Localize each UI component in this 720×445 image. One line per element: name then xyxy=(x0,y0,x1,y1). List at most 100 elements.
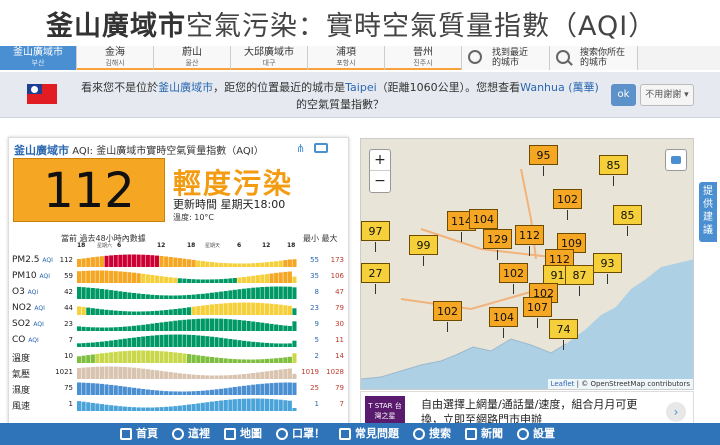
city-tab-3[interactable]: 大邱廣域市 대구 xyxy=(231,46,308,70)
map-station-marker[interactable]: 107 xyxy=(523,297,552,328)
aqi-map[interactable]: + − 95 85 102 97 114 104 85 99 129 112 109 112 93 102… xyxy=(360,138,694,390)
city-tab-4[interactable]: 浦項 포항시 xyxy=(308,46,385,70)
row-min: 23 xyxy=(310,304,319,312)
time-tick: 6 xyxy=(237,242,242,249)
nav-item-4[interactable]: 常見問題 xyxy=(335,423,409,445)
nav-item-6[interactable]: 新聞 xyxy=(461,423,513,445)
row-max: 106 xyxy=(330,272,344,280)
city-tab-5[interactable]: 晉州 진주시 xyxy=(385,46,462,70)
map-station-marker[interactable]: 74 xyxy=(549,319,578,350)
row-min: 1019 xyxy=(301,368,319,376)
sparkline[interactable] xyxy=(77,333,297,347)
time-tick: 6 xyxy=(117,242,122,249)
row-label: NO2 AQI xyxy=(12,303,45,313)
notice-nearest-link[interactable]: Taipei xyxy=(345,81,377,94)
row-max: 7 xyxy=(339,400,344,408)
row-current: 10 xyxy=(64,352,73,360)
row-min: 5 xyxy=(314,336,319,344)
nav-item-0[interactable]: 首頁 xyxy=(116,423,168,445)
search-city-button[interactable]: 搜索你所在 的城市 xyxy=(550,46,638,70)
row-max: 79 xyxy=(335,304,344,312)
map-station-marker[interactable]: 102 xyxy=(433,301,462,332)
row-current: 7 xyxy=(68,336,73,344)
fullscreen-icon[interactable] xyxy=(665,149,687,171)
map-station-marker[interactable]: 114 xyxy=(447,211,476,242)
nav-item-5[interactable]: 搜索 xyxy=(409,423,461,445)
map-station-marker[interactable]: 27 xyxy=(361,263,390,294)
map-station-marker[interactable]: 109 xyxy=(557,233,586,264)
nav-label: 這裡 xyxy=(188,427,210,440)
city-tab-1[interactable]: 金海 김해시 xyxy=(77,46,154,70)
leaflet-link[interactable]: Leaflet xyxy=(550,380,575,388)
row-label: SO2 AQI xyxy=(12,319,44,329)
ad-text: 自由選擇上網量/通話量/速度，組合月月可更換，立即至網路門市申辦 xyxy=(421,398,638,426)
card-city[interactable]: 釜山廣域市 xyxy=(14,144,69,157)
row-current: 1021 xyxy=(55,368,73,376)
map-station-marker[interactable]: 129 xyxy=(483,229,512,260)
nav-icon xyxy=(172,428,184,440)
row-max: 30 xyxy=(335,320,344,328)
row-min: 1 xyxy=(314,400,319,408)
sparkline[interactable] xyxy=(77,365,297,379)
sparkline[interactable] xyxy=(77,381,297,395)
zoom-out-button[interactable]: − xyxy=(374,173,386,189)
feedback-tab[interactable]: 提供建議 xyxy=(699,182,717,242)
map-station-marker[interactable]: 104 xyxy=(489,307,518,338)
sparkline[interactable] xyxy=(77,301,297,315)
map-station-marker[interactable]: 87 xyxy=(565,265,594,296)
notice-city-link[interactable]: 釜山廣域市 xyxy=(158,81,214,94)
city-tab-label: 大邱廣域市 xyxy=(244,47,294,58)
city-tab-korean: 포항시 xyxy=(336,59,356,67)
nearest-city-button[interactable]: 找到最近 的城市 xyxy=(462,46,550,70)
map-station-marker[interactable]: 91 xyxy=(543,265,572,296)
sparkline[interactable] xyxy=(77,285,297,299)
widget-icon[interactable] xyxy=(314,143,328,153)
history-title: 當前 過去48小時內數據 xyxy=(61,234,146,243)
notice-alt-link[interactable]: Wanhua (萬華) xyxy=(520,81,599,94)
city-tab-korean: 김해시 xyxy=(105,59,125,67)
map-station-marker[interactable]: 102 xyxy=(553,189,582,220)
zoom-in-button[interactable]: + xyxy=(370,150,390,171)
updated-time: 更新時間 星期天18:00 xyxy=(173,198,286,211)
map-station-marker[interactable]: 102 xyxy=(499,263,528,294)
time-tick: 星期六 xyxy=(97,243,113,249)
map-station-marker[interactable]: 93 xyxy=(593,253,622,284)
row-label: PM2.5 AQI xyxy=(12,255,53,265)
row-max: 1028 xyxy=(326,368,344,376)
sparkline[interactable] xyxy=(77,317,297,331)
nav-label: 常見問題 xyxy=(355,427,399,440)
nav-item-7[interactable]: 設置 xyxy=(513,423,565,445)
map-station-marker[interactable]: 104 xyxy=(469,209,498,240)
map-station-marker[interactable]: 112 xyxy=(515,225,544,256)
sparkline[interactable] xyxy=(77,349,297,363)
map-station-marker[interactable]: 85 xyxy=(613,205,642,236)
ad-close-icon[interactable]: › xyxy=(666,402,686,422)
no-thanks-select[interactable]: 不用謝謝 ▾ xyxy=(640,84,694,106)
nav-icon xyxy=(339,428,351,440)
share-icon[interactable]: ⋔ xyxy=(296,142,306,155)
locate-icon xyxy=(468,50,482,64)
sparkline[interactable] xyxy=(77,253,297,267)
map-station-marker[interactable]: 85 xyxy=(599,155,628,186)
taiwan-flag-icon xyxy=(27,84,57,104)
page-header: 釜山廣域市空氣污染：實時空氣質量指數（AQI） xyxy=(0,0,720,44)
time-tick: 12 xyxy=(157,242,166,249)
nav-item-2[interactable]: 地圖 xyxy=(220,423,272,445)
history-row-no2: NO2 AQI 44 23 79 xyxy=(9,300,350,316)
sparkline[interactable] xyxy=(77,269,297,283)
city-tab-0[interactable]: 釜山廣域市 부산 xyxy=(0,46,77,70)
city-tab-2[interactable]: 蔚山 울산 xyxy=(154,46,231,70)
ok-button[interactable]: ok xyxy=(611,84,636,106)
city-tab-label: 晉州 xyxy=(413,47,433,58)
map-station-marker[interactable]: 95 xyxy=(529,145,558,176)
bottom-nav: 首頁 這裡 地圖 口罩！ 常見問題 搜索 新聞 設置 xyxy=(0,423,720,445)
history-row-so2: SO2 AQI 23 9 30 xyxy=(9,316,350,332)
map-station-marker[interactable]: 99 xyxy=(409,235,438,266)
sparkline[interactable] xyxy=(77,397,297,411)
min-max-header: 最小 最大 xyxy=(303,234,338,243)
city-tab-korean: 대구 xyxy=(262,59,276,67)
nav-icon xyxy=(465,428,477,440)
nav-item-1[interactable]: 這裡 xyxy=(168,423,220,445)
nav-item-3[interactable]: 口罩！ xyxy=(272,423,335,445)
map-station-marker[interactable]: 97 xyxy=(361,221,390,252)
